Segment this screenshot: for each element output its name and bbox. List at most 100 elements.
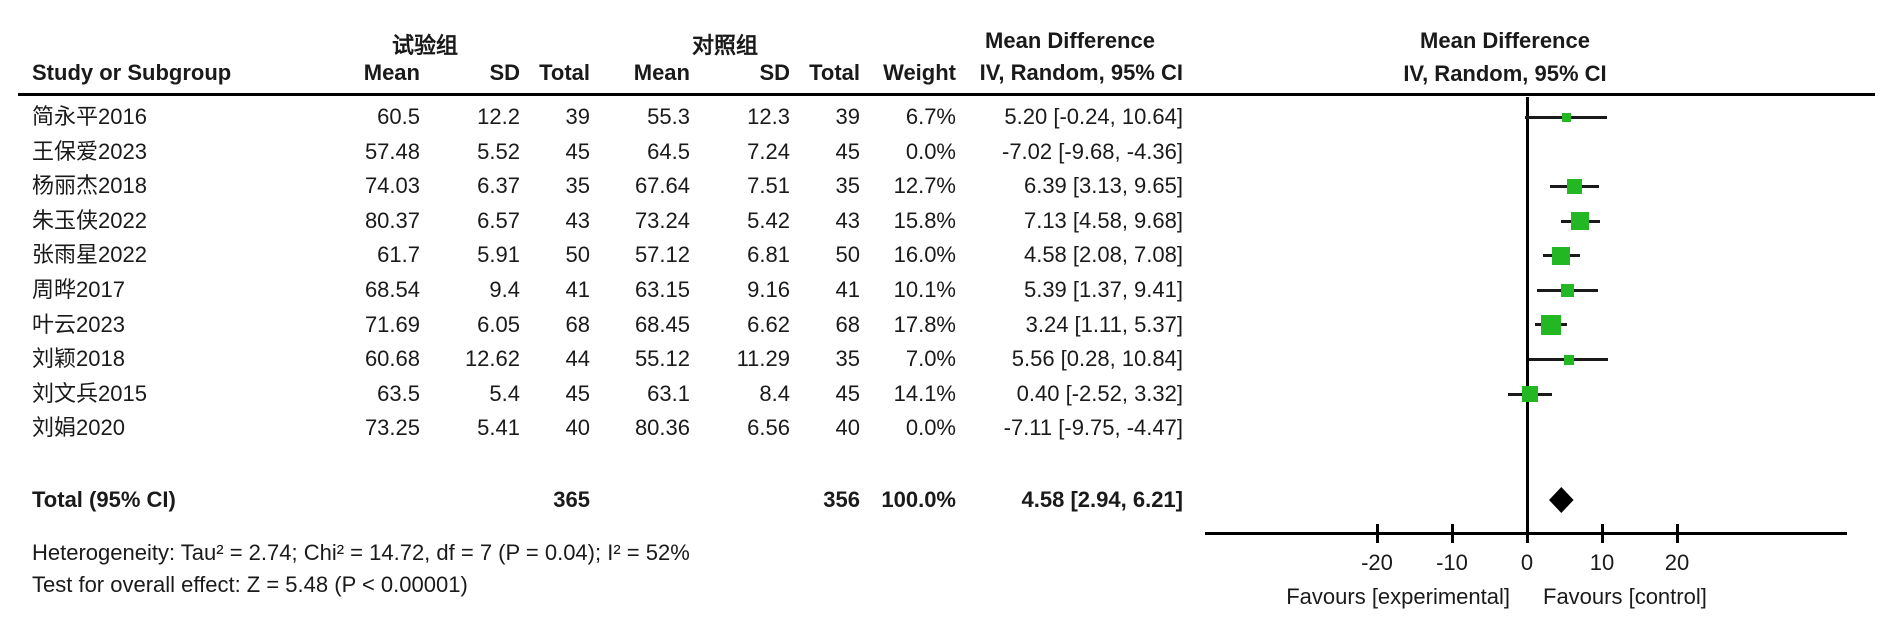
- ctl-sd-value: 7.24: [747, 138, 790, 164]
- exp-total-value: 35: [565, 173, 590, 199]
- ctl-mean-value: 63.1: [647, 380, 690, 406]
- md-ci-text: 6.39 [3.13, 9.65]: [1023, 173, 1183, 199]
- ctl-total-value: 35: [835, 346, 860, 372]
- md-plot-column-title: Mean Difference: [1420, 28, 1590, 53]
- effect-marker: [1561, 112, 1571, 122]
- md-ci-text: 5.39 [1.37, 9.41]: [1023, 276, 1183, 302]
- study-column-header: Study or Subgroup: [32, 60, 232, 85]
- weight-value: 17.8%: [893, 311, 956, 337]
- weight-value: 10.1%: [893, 276, 956, 302]
- ctl-total-value: 35: [835, 173, 860, 199]
- exp-mean-value: 74.03: [364, 173, 420, 199]
- exp-mean-value: 68.54: [364, 276, 420, 302]
- exp-sd-value: 9.4: [489, 276, 520, 302]
- total-experimental-n: 365: [553, 487, 590, 512]
- ctl-sd-value: 12.3: [747, 104, 790, 129]
- exp-total-value: 44: [565, 346, 590, 372]
- total-weight: 100.0%: [881, 487, 956, 512]
- exp-sd-value: 6.05: [477, 311, 520, 337]
- exp-sd-column-header: SD: [489, 60, 520, 85]
- ctl-total-value: 50: [835, 242, 860, 268]
- study-label: 简永平2016: [32, 104, 147, 129]
- weight-value: 14.1%: [893, 380, 956, 406]
- exp-mean-value: 57.48: [364, 138, 420, 164]
- md-ci-text: 0.40 [-2.52, 3.32]: [1016, 380, 1183, 406]
- exp-mean-value: 60.5: [377, 104, 420, 129]
- axis-tick-label: -10: [1436, 550, 1468, 575]
- study-label: 刘文兵2015: [32, 380, 147, 406]
- weight-column-header: Weight: [883, 60, 956, 85]
- effect-marker: [1522, 386, 1538, 403]
- exp-sd-value: 6.37: [477, 173, 520, 199]
- total-ci-text: 4.58 [2.94, 6.21]: [1021, 487, 1183, 512]
- exp-sd-value: 5.91: [477, 242, 520, 268]
- exp-mean-column-header: Mean: [363, 60, 420, 85]
- exp-mean-value: 63.5: [377, 380, 420, 406]
- ctl-mean-value: 68.45: [634, 311, 690, 337]
- md-text-column-title: Mean Difference: [985, 28, 1155, 53]
- exp-sd-value: 5.4: [489, 380, 520, 406]
- total-row: Total (95% CI) 365 356 100.0% 4.58 [2.94…: [32, 485, 1183, 515]
- ctl-total-value: 45: [835, 138, 860, 164]
- study-label: 杨丽杰2018: [32, 173, 147, 199]
- axis-tick: [1375, 524, 1379, 543]
- ctl-mean-value: 67.64: [634, 173, 690, 199]
- heterogeneity-note: Heterogeneity: Tau² = 2.74; Chi² = 14.72…: [32, 540, 690, 565]
- ctl-total-value: 39: [835, 104, 860, 129]
- ctl-sd-value: 6.56: [747, 415, 790, 441]
- exp-total-value: 50: [565, 242, 590, 268]
- exp-total-value: 68: [565, 311, 590, 337]
- ctl-total-value: 45: [835, 380, 860, 406]
- exp-total-column-header: Total: [539, 60, 590, 85]
- ctl-mean-value: 80.36: [634, 415, 690, 441]
- exp-sd-value: 12.62: [464, 346, 520, 372]
- ctl-total-value: 43: [835, 207, 860, 233]
- axis-tick-label: -20: [1361, 550, 1393, 575]
- exp-sd-value: 5.41: [477, 415, 520, 441]
- ctl-total-column-header: Total: [809, 60, 860, 85]
- weight-value: 15.8%: [893, 207, 956, 233]
- study-label: 周晔2017: [32, 276, 125, 302]
- exp-total-value: 43: [565, 207, 590, 233]
- md-ci-text: 3.24 [1.11, 5.37]: [1025, 311, 1183, 337]
- overall-effect-note: Test for overall effect: Z = 5.48 (P < 0…: [32, 572, 468, 597]
- exp-total-value: 45: [565, 138, 590, 164]
- exp-mean-value: 61.7: [377, 242, 420, 268]
- ctl-total-value: 68: [835, 311, 860, 337]
- exp-mean-value: 80.37: [364, 207, 420, 233]
- ctl-total-value: 41: [835, 276, 860, 302]
- axis-tick: [1450, 524, 1454, 543]
- favours-control-label: Favours [control]: [1543, 584, 1707, 609]
- md-ci-column-header: IV, Random, 95% CI: [979, 60, 1183, 85]
- md-ci-text: 7.13 [4.58, 9.68]: [1023, 207, 1183, 233]
- axis-tick: [1525, 524, 1529, 543]
- axis-tick-label: 0: [1520, 550, 1534, 575]
- table-column-header-row: Study or Subgroup Mean SD Total Mean SD …: [32, 60, 1183, 86]
- exp-sd-value: 6.57: [477, 207, 520, 233]
- ctl-mean-value: 55.12: [634, 346, 690, 372]
- exp-total-value: 41: [565, 276, 590, 302]
- exp-mean-value: 60.68: [364, 346, 420, 372]
- total-control-n: 356: [823, 487, 860, 512]
- effect-marker: [1541, 314, 1562, 335]
- header-divider-line: [18, 93, 1875, 96]
- ctl-mean-value: 63.15: [634, 276, 690, 302]
- ctl-sd-value: 11.29: [736, 346, 790, 372]
- weight-value: 0.0%: [905, 415, 956, 441]
- axis-tick: [1600, 524, 1604, 543]
- experimental-group-header: 试验组: [391, 33, 458, 58]
- exp-total-value: 40: [565, 415, 590, 441]
- ctl-sd-value: 6.81: [747, 242, 790, 268]
- ctl-total-value: 40: [835, 415, 860, 441]
- exp-sd-value: 5.52: [477, 138, 520, 164]
- md-ci-text: 5.56 [0.28, 10.84]: [1011, 346, 1183, 372]
- md-plot-column-subtitle: IV, Random, 95% CI: [1403, 61, 1607, 86]
- zero-effect-line: [1525, 97, 1529, 533]
- effect-marker: [1571, 212, 1590, 231]
- exp-total-value: 39: [565, 104, 590, 129]
- ctl-mean-value: 73.24: [634, 207, 690, 233]
- ctl-mean-value: 57.12: [634, 242, 690, 268]
- study-label: 王保爱2023: [32, 138, 147, 164]
- effect-marker: [1560, 283, 1574, 297]
